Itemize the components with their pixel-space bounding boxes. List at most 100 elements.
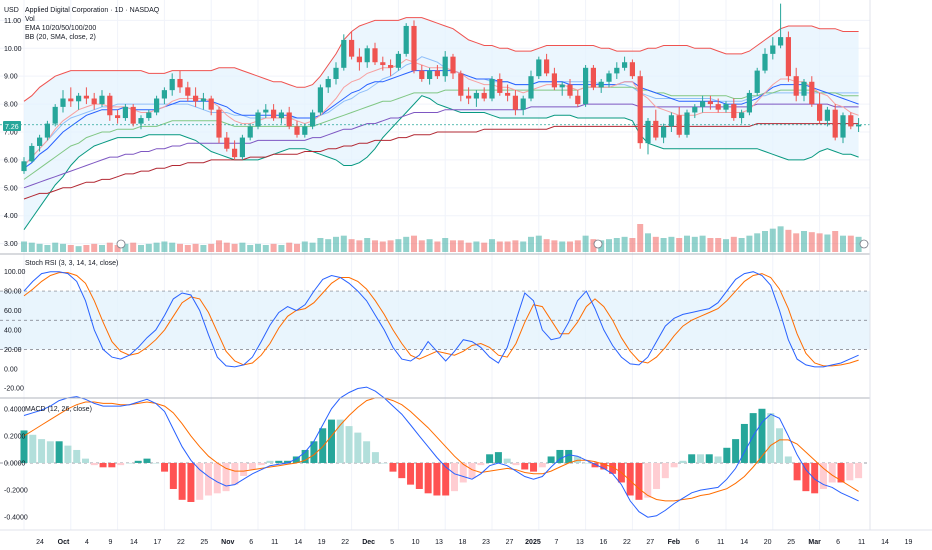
- candle-body: [551, 73, 557, 88]
- macd-histogram-bar: [433, 462, 441, 496]
- macd-histogram-bar: [723, 447, 731, 463]
- macd-histogram-bar: [248, 462, 256, 470]
- volume-bar: [496, 241, 503, 252]
- time-tick-label: 6: [836, 539, 840, 546]
- bb-legend[interactable]: BB (20, SMA, close, 2): [25, 34, 96, 41]
- volume-bar: [442, 238, 449, 252]
- candle-body: [497, 78, 503, 93]
- candle-body: [505, 92, 511, 96]
- candle-body: [317, 87, 323, 113]
- price-tick-label: 7.00: [4, 130, 18, 137]
- macd-axis-labels[interactable]: 0.4000 0.2000 0.0000 -0.2000 -0.4000: [4, 406, 28, 521]
- candle-body: [512, 95, 518, 110]
- symbol-title[interactable]: Applied Digital Corporation · 1D · NASDA…: [25, 7, 160, 14]
- volume-bar: [262, 245, 269, 252]
- macd-histogram-bar: [565, 449, 573, 463]
- price-tick-label: 4.00: [4, 213, 18, 220]
- volume-bar: [208, 243, 215, 252]
- rsi-axis-labels[interactable]: 100.00 80.00 60.00 40.00 20.00 0.00 -20.00: [4, 269, 26, 393]
- candle-body: [107, 95, 113, 116]
- volume-bar: [590, 239, 597, 252]
- volume-bar: [769, 228, 776, 252]
- time-tick-label: 13: [576, 539, 584, 546]
- volume-bar: [387, 240, 394, 252]
- macd-histogram-bar: [310, 441, 318, 463]
- macd-histogram-bar: [705, 454, 713, 463]
- candle-body: [622, 62, 628, 68]
- candle-body: [427, 70, 433, 79]
- volume-legend[interactable]: Vol: [25, 16, 35, 23]
- candle-body: [762, 53, 768, 71]
- stoch-rsi-legend[interactable]: Stoch RSI (3, 3, 14, 14, close): [25, 260, 118, 267]
- time-tick-label: 25: [200, 539, 208, 546]
- price-tick-label: 9.00: [4, 74, 18, 81]
- stoch-rsi-d-line: [23, 272, 859, 367]
- macd-histogram-bar: [459, 462, 467, 483]
- macd-histogram-bar: [257, 462, 265, 466]
- macd-histogram-bar: [125, 462, 133, 464]
- macd-histogram-bar: [679, 460, 687, 463]
- volume-bar: [535, 235, 542, 252]
- candle-body: [676, 115, 682, 135]
- volume-bar: [223, 242, 230, 252]
- volume-bar: [247, 245, 254, 252]
- ema-legend[interactable]: EMA 10/20/50/100/200: [25, 25, 96, 32]
- candle-body: [115, 115, 121, 119]
- candle-body: [68, 98, 74, 102]
- candle-body: [824, 109, 830, 121]
- volume-bar: [801, 231, 807, 252]
- macd-histogram-bar: [828, 462, 836, 483]
- candle-body: [52, 106, 58, 124]
- macd-histogram-bar: [855, 462, 863, 479]
- volume-bar: [832, 231, 839, 252]
- candle-body: [434, 70, 440, 77]
- candle-body: [333, 67, 339, 79]
- earnings-marker[interactable]: [116, 239, 126, 249]
- macd-histogram-bar: [424, 462, 432, 494]
- volume-bar: [691, 236, 698, 252]
- macd-histogram-bar: [846, 462, 854, 481]
- volume-bar: [528, 236, 534, 252]
- macd-histogram-bar: [819, 462, 827, 489]
- candle-body: [271, 109, 277, 119]
- bb-lower-line: [23, 95, 859, 230]
- volume-bar: [723, 239, 729, 252]
- macd-tick-label: 0.0000: [4, 460, 26, 467]
- candle-body: [146, 112, 152, 119]
- price-axis-labels[interactable]: 11.00 10.00 9.00 8.00 7.00 6.00 5.00 4.00 3.00: [4, 18, 22, 248]
- macd-histogram-bar: [389, 462, 397, 472]
- volume-bar: [138, 245, 144, 252]
- macd-histogram-bar: [793, 462, 801, 481]
- macd-histogram-bar: [776, 428, 784, 463]
- volume-bar: [333, 236, 339, 252]
- macd-histogram-bar: [477, 462, 485, 466]
- macd-legend[interactable]: MACD (12, 26, close): [25, 406, 92, 413]
- candle-body: [302, 126, 308, 135]
- volume-bar: [808, 232, 815, 252]
- time-tick-label: 11: [858, 539, 865, 546]
- macd-histogram-bar: [626, 462, 634, 496]
- macd-histogram-bar: [143, 458, 151, 463]
- volume-bar: [730, 236, 737, 252]
- candle-body: [294, 126, 300, 135]
- earnings-marker[interactable]: [593, 239, 603, 249]
- macd-histogram-bar: [152, 462, 160, 464]
- dividend-marker[interactable]: [859, 239, 869, 249]
- candle-body: [700, 101, 706, 107]
- volume-bar: [99, 245, 105, 252]
- time-axis-labels[interactable]: 24 Oct 4 9 14 17 22 25 Nov 6 11 14 19 22 Dec 5 10 13 18 23 2…: [36, 539, 912, 546]
- bollinger-band-fill: [24, 17, 859, 230]
- candle-body: [91, 98, 97, 105]
- macd-signal-line: [23, 397, 859, 502]
- volume-bar: [606, 239, 612, 252]
- volume-bar: [270, 243, 277, 252]
- rsi-tick-label: 80.00: [4, 289, 22, 296]
- time-tick-label: 9: [108, 539, 112, 546]
- macd-histogram-bar: [732, 439, 740, 463]
- candle-body: [575, 95, 581, 105]
- time-tick-label: 27: [506, 539, 514, 546]
- volume-bar: [403, 236, 410, 252]
- volume-bar: [130, 242, 137, 252]
- volume-bar: [75, 246, 82, 252]
- macd-histogram-bar: [108, 462, 116, 468]
